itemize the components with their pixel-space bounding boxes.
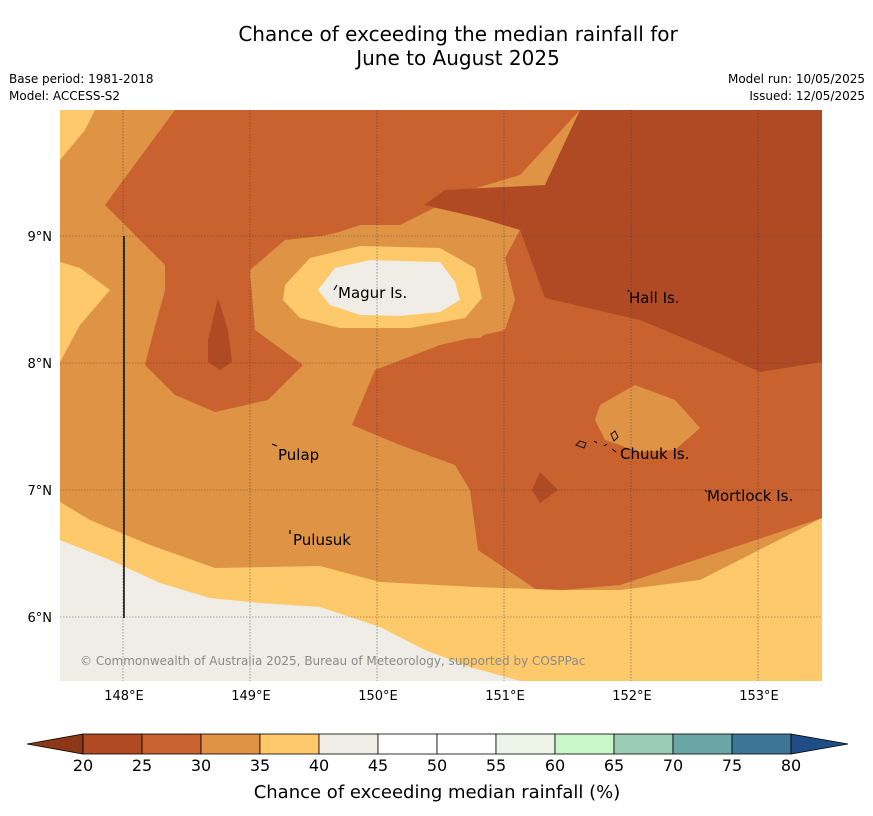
colorbar-tick-label: 30 <box>191 756 211 775</box>
model-info: Base period: 1981-2018 Model: ACCESS-S2 <box>9 71 154 105</box>
zone-chuuk-30-35 <box>595 385 700 452</box>
zone-20-25-ne <box>424 110 822 372</box>
colorbar-cell <box>259 733 320 755</box>
colorbar-cell <box>554 733 615 755</box>
chuuk-islet-3 <box>603 443 608 447</box>
zone-20-25-pocket-e <box>532 472 558 503</box>
chuuk-islet-2 <box>593 440 598 444</box>
lat-label-8n: 8°N <box>28 357 53 372</box>
zone-south-40-45 <box>60 540 520 681</box>
lon-label-153e: 153°E <box>739 689 779 704</box>
colorbar-tick-label: 65 <box>604 756 624 775</box>
place-labels: Magur Is. Hall Is. Pulap Chuuk Is. Mortl… <box>278 284 793 549</box>
island-marks <box>271 284 708 534</box>
colorbar-cell <box>318 733 379 755</box>
colorbar-tick-label: 45 <box>368 756 388 775</box>
label-pulap: Pulap <box>278 446 319 464</box>
chuuk-islet-5 <box>611 448 617 453</box>
colorbar-tick-label: 55 <box>486 756 506 775</box>
colorbar: 20 25 30 35 40 45 50 55 60 65 70 75 80 Chance of exc… <box>26 733 849 803</box>
zone-magur-40-45 <box>318 260 460 316</box>
pulap-mark <box>271 443 278 447</box>
lon-label-149e: 149°E <box>231 689 271 704</box>
colorbar-over-arrow <box>790 733 849 755</box>
zone-west-35-40 <box>60 262 110 362</box>
colorbar-cell <box>613 733 674 755</box>
label-mortlock: Mortlock Is. <box>707 487 793 505</box>
model-run-date: Model run: 10/05/2025 <box>727 72 865 86</box>
lon-label-148e: 148°E <box>104 689 144 704</box>
colorbar-cell <box>731 733 792 755</box>
lon-label-152e: 152°E <box>612 689 652 704</box>
colorbar-tick-label: 35 <box>250 756 270 775</box>
colorbar-tick-label: 40 <box>309 756 329 775</box>
label-pulusuk: Pulusuk <box>293 531 351 549</box>
colorbar-cell <box>141 733 202 755</box>
title-line-2: June to August 2025 <box>356 46 560 70</box>
copyright-credit: © Commonwealth of Australia 2025, Bureau… <box>80 654 585 668</box>
zone-nw-35-40 <box>60 110 95 160</box>
title-line-1: Chance of exceeding the median rainfall … <box>238 22 678 46</box>
colorbar-tick-label: 70 <box>663 756 683 775</box>
issued-date: Issued: 12/05/2025 <box>749 89 865 103</box>
colorbar-under-arrow <box>26 733 84 755</box>
magur-mark <box>333 284 338 291</box>
base-period: Base period: 1981-2018 <box>9 72 154 86</box>
lat-labels: 9°N 8°N 7°N 6°N <box>28 230 53 626</box>
colorbar-tick-label: 20 <box>73 756 93 775</box>
model-name: Model: ACCESS-S2 <box>9 89 121 103</box>
chuuk-lagoon <box>575 430 619 453</box>
hall-mark <box>627 289 630 293</box>
colorbar-tick-label: 80 <box>781 756 801 775</box>
chuuk-islet-1 <box>575 440 587 449</box>
colorbar-cell <box>200 733 261 755</box>
colorbar-cell <box>672 733 733 755</box>
colorbar-cell <box>495 733 556 755</box>
lon-labels: 148°E 149°E 150°E 151°E 152°E 153°E <box>104 689 779 704</box>
lon-label-150e: 150°E <box>358 689 398 704</box>
label-chuuk: Chuuk Is. <box>620 445 689 463</box>
label-magur: Magur Is. <box>338 284 407 302</box>
label-hall: Hall Is. <box>629 289 680 307</box>
lat-label-6n: 6°N <box>28 611 53 626</box>
contour-layer <box>60 110 822 681</box>
colorbar-title: Chance of exceeding median rainfall (%) <box>254 782 621 803</box>
run-info: Model run: 10/05/2025 Issued: 12/05/2025 <box>728 71 865 105</box>
lat-label-7n: 7°N <box>28 484 53 499</box>
colorbar-tick-label: 50 <box>427 756 447 775</box>
colorbar-cell <box>377 733 438 755</box>
colorbar-tick-label: 25 <box>132 756 152 775</box>
graticule <box>60 110 822 681</box>
colorbar-tick-label: 60 <box>545 756 565 775</box>
colorbar-cell <box>82 733 143 755</box>
zone-20-25-pocket-w <box>208 298 232 370</box>
colorbar-tick-label: 75 <box>722 756 742 775</box>
lat-label-9n: 9°N <box>28 230 53 245</box>
colorbar-cell <box>436 733 497 755</box>
map-title: Chance of exceeding the median rainfall … <box>0 22 873 70</box>
mortlock-mark <box>704 489 708 493</box>
lon-label-151e: 151°E <box>485 689 525 704</box>
chuuk-islet-4 <box>610 430 619 442</box>
